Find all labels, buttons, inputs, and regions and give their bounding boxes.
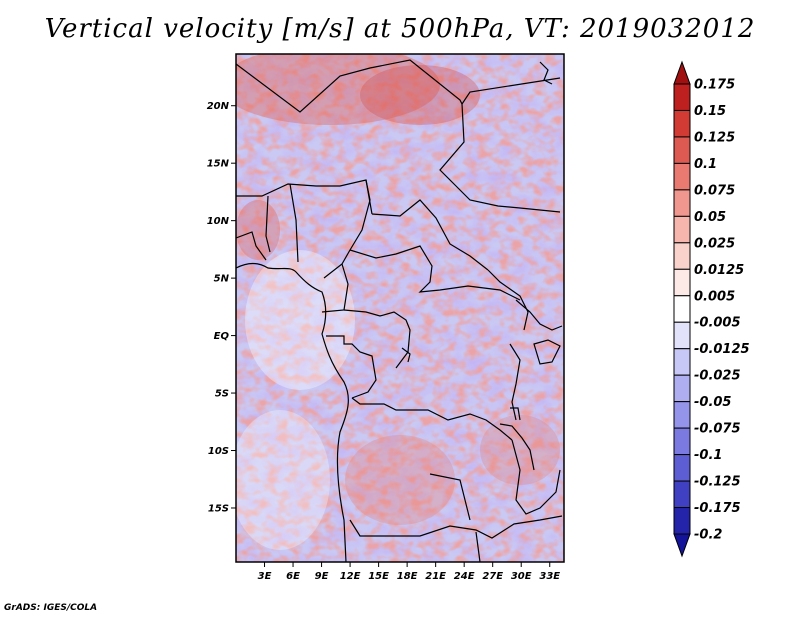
- lat-tick-label: 15N: [207, 159, 230, 170]
- lon-tick-label: 3E: [258, 571, 272, 582]
- lon-tick-label: 27E: [482, 571, 503, 582]
- lon-tick-label: 30E: [511, 571, 532, 582]
- lon-tick-label: 12E: [340, 571, 361, 582]
- colorbar-top-arrow: [673, 60, 691, 85]
- colorbar-label: -0.0125: [694, 342, 750, 357]
- lon-tick-label: 21E: [425, 571, 446, 582]
- colorbar-swatch: [673, 109, 691, 138]
- lon-tick-label: 6E: [286, 571, 300, 582]
- colorbar-label: -0.1: [694, 448, 722, 463]
- colorbar-swatch: [673, 295, 691, 323]
- colorbar-label: 0.1: [694, 157, 717, 172]
- colorbar-swatch: [673, 189, 691, 217]
- lat-tick-label: 10N: [207, 216, 230, 227]
- lat-tick-label: 20N: [207, 101, 230, 112]
- colorbar: 0.175 0.15 0.125 0.1 0.075 0.05 0.025 0.0125 0.0…: [673, 60, 750, 558]
- vertical-velocity-field: [236, 54, 564, 562]
- colorbar-label: -0.2: [694, 528, 722, 543]
- colorbar-label: 0.0125: [694, 263, 744, 278]
- lat-tick-label: 15S: [208, 503, 229, 514]
- colorbar-swatch: [673, 268, 691, 297]
- lat-tick-label: EQ: [214, 331, 230, 342]
- lon-tick-label: 9E: [315, 571, 329, 582]
- colorbar-label: -0.005: [694, 316, 741, 331]
- colorbar-label: 0.005: [694, 289, 735, 304]
- lat-tick-label: 5S: [215, 389, 229, 400]
- colorbar-swatch: [673, 321, 691, 350]
- lon-tick-label: 15E: [368, 571, 389, 582]
- colorbar-swatch: [673, 374, 691, 403]
- colorbar-label: -0.125: [694, 475, 741, 490]
- colorbar-label: 0.05: [694, 210, 726, 225]
- colorbar-label: 0.175: [694, 78, 735, 93]
- colorbar-label: 0.025: [694, 236, 735, 251]
- colorbar-label: -0.05: [694, 395, 731, 410]
- colorbar-swatch: [673, 348, 691, 376]
- colorbar-swatch: [673, 242, 691, 270]
- country-boundaries: [236, 59, 563, 562]
- colorbar-bottom-arrow: [673, 533, 691, 558]
- map-frame: [235, 53, 565, 563]
- colorbar-swatch: [673, 507, 691, 535]
- lon-tick-label: 33E: [539, 571, 560, 582]
- colorbar-swatch: [673, 136, 691, 164]
- colorbar-label: 0.15: [694, 104, 726, 119]
- lon-tick-label: 18E: [397, 571, 418, 582]
- lat-tick-label: 10S: [208, 446, 229, 457]
- colorbar-label: -0.025: [694, 369, 741, 384]
- colorbar-swatch: [673, 215, 691, 244]
- colorbar-label: 0.125: [694, 130, 735, 145]
- longitude-axis: 3E 6E 9E 12E 15E 18E 21E 24E 27E 30E 33E: [258, 562, 560, 582]
- colorbar-swatch: [673, 401, 691, 429]
- colorbar-label: 0.075: [694, 183, 735, 198]
- lon-tick-label: 24E: [454, 571, 475, 582]
- colorbar-label: -0.075: [694, 422, 741, 437]
- latitude-axis: 20N 15N 10N 5N EQ 5S 10S 15S: [207, 101, 236, 514]
- colorbar-swatch: [673, 454, 691, 482]
- colorbar-swatch: [673, 427, 691, 456]
- colorbar-swatch: [673, 162, 691, 191]
- colorbar-label: -0.175: [694, 501, 741, 516]
- colorbar-swatch: [673, 83, 691, 111]
- grads-credit: GrADS: IGES/COLA: [4, 603, 98, 613]
- lat-tick-label: 5N: [214, 274, 230, 285]
- colorbar-swatch: [673, 480, 691, 509]
- chart-title: Vertical velocity [m/s] at 500hPa, VT: 2…: [44, 14, 756, 44]
